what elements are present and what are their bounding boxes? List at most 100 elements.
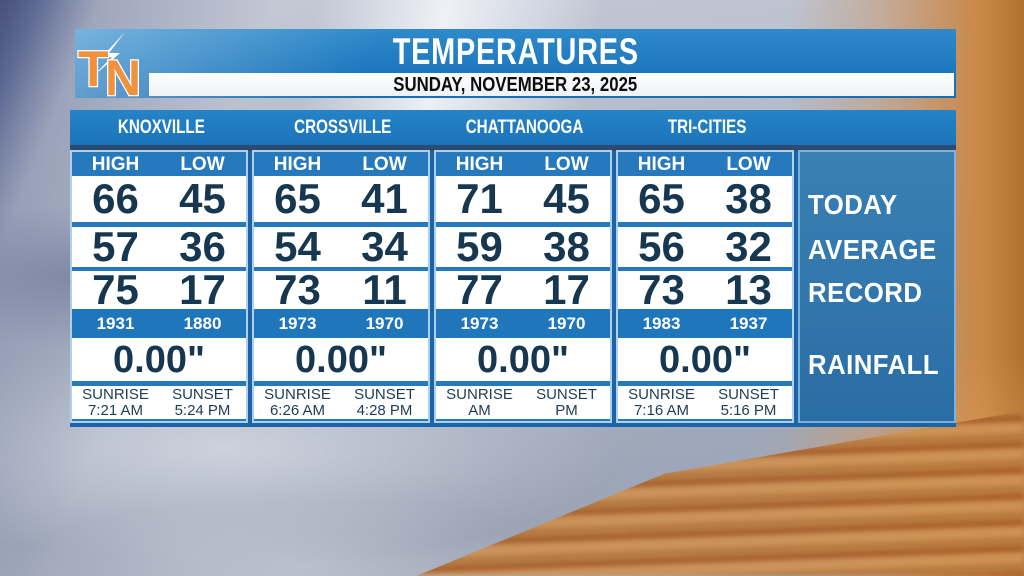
record-high: 73 [638,266,685,313]
record-low: 11 [362,266,407,313]
average-low: 36 [179,223,226,270]
high-label: HIGH [637,153,686,175]
average-high: 56 [638,223,685,270]
low-label: LOW [180,153,225,175]
city-header-crossville: CROSSVILLE [252,110,434,146]
tn-weather-logo: T N [77,32,142,97]
city-column-chattanooga: HIGH LOW 71 45 59 38 77 17 1973 1970 0.0… [434,150,612,423]
average-low: 32 [725,223,772,270]
city-name: TRI-CITIES [667,117,747,138]
sunrise-cell: SUNRISE 7:21 AM [72,387,159,418]
row-labels-panel: TODAY AVERAGE RECORD RAINFALL [798,150,956,423]
sunset-label: SUNSET [718,386,779,403]
record-years-row: 1973 1970 [254,309,428,338]
record-row-label: RECORD [808,277,923,308]
today-low: 41 [361,175,408,222]
record-high: 77 [456,266,503,313]
average-high: 57 [92,223,139,270]
high-label: HIGH [273,153,322,175]
sunset-label: SUNSET [536,386,597,403]
sunset-time: 4:28 PM [356,401,413,419]
today-low: 45 [543,175,590,222]
high-low-header: HIGH LOW [254,152,428,176]
logo-letter-n: N [105,50,141,97]
high-low-header: HIGH LOW [618,152,792,176]
average-row: 54 34 [254,223,428,270]
city-column-tri-cities: HIGH LOW 65 38 56 32 73 13 1983 1937 0.0… [616,150,794,423]
city-header-knoxville: KNOXVILLE [70,110,252,146]
date-bar [149,73,954,96]
high-label: HIGH [455,153,504,175]
city-header-band: KNOXVILLE CROSSVILLE CHATTANOOGA TRI-CIT… [70,110,956,146]
today-row: 65 38 [618,176,792,222]
record-year-low: 1970 [365,314,404,333]
sunset-label: SUNSET [354,386,415,403]
sunrise-time: 7:21 AM [87,401,144,419]
today-high: 65 [274,175,321,222]
city-column-crossville: HIGH LOW 65 41 54 34 73 11 1973 1970 0.0… [252,150,430,423]
sun-row: SUNRISE 6:26 AM SUNSET 4:28 PM [254,386,428,419]
low-label: LOW [726,153,771,175]
average-high: 54 [274,223,321,270]
sunrise-time: 6:26 AM [269,401,326,419]
sunrise-time: 7:16 AM [633,401,690,419]
high-label: HIGH [91,153,140,175]
sunrise-cell: SUNRISE 7:16 AM [618,387,705,418]
header-bar: TEMPERATURES SUNDAY, NOVEMBER 23, 2025 T… [75,29,956,98]
sunset-time: 5:24 PM [174,401,231,419]
record-low: 17 [543,266,590,313]
sun-row: SUNRISE 7:21 AM SUNSET 5:24 PM [72,386,246,419]
record-low: 13 [725,266,772,313]
low-label: LOW [544,153,589,175]
record-years-row: 1931 1880 [72,309,246,338]
high-low-header: HIGH LOW [436,152,610,176]
sunset-time: 5:16 PM [720,401,777,419]
sunrise-cell: SUNRISE 6:26 AM [254,387,341,418]
rainfall-value: 0.00" [113,338,205,381]
record-year-high: 1983 [642,314,681,333]
rainfall-row: 0.00" [618,338,792,381]
average-row: 56 32 [618,223,792,270]
record-years-row: 1973 1970 [436,309,610,338]
today-high: 71 [456,175,503,222]
sunrise-label: SUNRISE [264,386,331,403]
rainfall-value: 0.00" [477,338,569,381]
lightning-bolt-icon [90,32,125,79]
sun-row: SUNRISE AM SUNSET PM [436,386,610,419]
average-low: 38 [543,223,590,270]
average-row: 59 38 [436,223,610,270]
sunset-cell: SUNSET 5:24 PM [159,387,246,418]
today-row-label: TODAY [808,189,898,220]
sun-row: SUNRISE 7:16 AM SUNSET 5:16 PM [618,386,792,419]
rainfall-row: 0.00" [72,338,246,381]
average-row: 57 36 [72,223,246,270]
date-label: SUNDAY, NOVEMBER 23, 2025 [75,73,956,96]
city-header-tri-cities: TRI-CITIES [616,110,798,146]
today-high: 65 [638,175,685,222]
sunset-label: SUNSET [172,386,233,403]
record-row: 73 13 [618,266,792,313]
city-name: KNOXVILLE [117,117,205,138]
record-year-high: 1973 [278,314,317,333]
sunrise-time: AM [468,401,491,419]
page-title: TEMPERATURES [75,30,956,74]
sunrise-label: SUNRISE [628,386,695,403]
low-label: LOW [362,153,407,175]
record-year-low: 1880 [183,314,222,333]
record-row: 75 17 [72,269,246,311]
today-row: 66 45 [72,176,246,222]
record-year-low: 1970 [547,314,586,333]
sunrise-label: SUNRISE [82,386,149,403]
sunrise-cell: SUNRISE AM [436,387,523,418]
sunset-cell: SUNSET PM [523,387,610,418]
rainfall-row-label: RAINFALL [808,349,940,380]
sunset-cell: SUNSET 4:28 PM [341,387,428,418]
record-high: 73 [274,266,321,313]
today-row: 65 41 [254,176,428,222]
record-row: 77 17 [436,266,610,313]
record-year-high: 1931 [96,314,135,333]
record-row: 73 11 [254,266,428,313]
date-text: SUNDAY, NOVEMBER 23, 2025 [393,74,638,96]
logo-letter-t: T [78,41,109,97]
